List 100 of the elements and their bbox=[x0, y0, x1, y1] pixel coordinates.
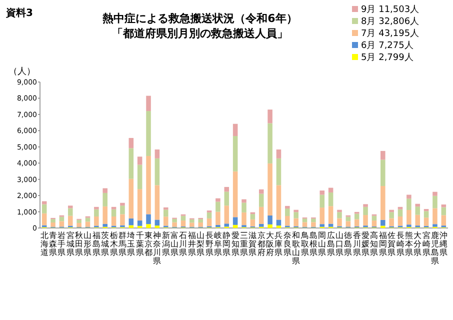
bar bbox=[154, 158, 160, 186]
bar bbox=[76, 222, 82, 228]
legend-label: 6月 7,275人 bbox=[361, 40, 414, 51]
x-tick-label: 新潟県 bbox=[162, 231, 170, 257]
bar bbox=[302, 218, 308, 222]
bar bbox=[311, 222, 316, 227]
bar bbox=[380, 186, 386, 220]
bar bbox=[102, 224, 108, 227]
x-tick-label: 福島県 bbox=[92, 231, 100, 257]
bar bbox=[232, 124, 238, 136]
bar bbox=[198, 219, 203, 222]
legend-label: 8月 32,806人 bbox=[361, 16, 420, 27]
bar bbox=[441, 215, 446, 226]
bar bbox=[320, 190, 325, 195]
x-tick-label: 鳥取県 bbox=[300, 231, 309, 257]
bar bbox=[424, 211, 429, 218]
x-tick-label: 石川県 bbox=[179, 231, 188, 257]
x-tick-label: 福岡県 bbox=[378, 231, 387, 257]
bar bbox=[441, 207, 446, 216]
bar bbox=[276, 149, 282, 158]
bar bbox=[111, 209, 116, 216]
bar bbox=[398, 216, 403, 226]
x-tick-label: 愛知県 bbox=[231, 231, 240, 257]
bar bbox=[146, 224, 151, 228]
bar bbox=[242, 212, 246, 226]
bar bbox=[268, 123, 272, 164]
bar bbox=[432, 192, 438, 196]
bar bbox=[42, 213, 47, 226]
x-tick-label: 千葉県 bbox=[136, 231, 144, 257]
bar bbox=[294, 212, 298, 218]
bar bbox=[216, 224, 220, 228]
bar bbox=[163, 210, 168, 217]
x-tick-label: 京都府 bbox=[257, 231, 266, 257]
bar bbox=[328, 224, 334, 227]
bar bbox=[268, 110, 272, 124]
y-axis-title: （人） bbox=[8, 66, 36, 77]
bar bbox=[59, 221, 64, 227]
legend-label: 5月 2,799人 bbox=[361, 52, 414, 63]
bar bbox=[102, 192, 108, 206]
bar bbox=[216, 202, 220, 212]
x-tick-label: 静岡県 bbox=[222, 231, 231, 257]
bar bbox=[294, 218, 298, 226]
x-tick-label: 広島県 bbox=[326, 231, 335, 257]
bar bbox=[398, 209, 403, 216]
bar bbox=[154, 149, 160, 158]
bar bbox=[42, 201, 47, 204]
x-tick-label: 富山県 bbox=[170, 231, 179, 257]
bar bbox=[258, 206, 264, 224]
bar bbox=[42, 204, 47, 214]
x-tick-label: 鹿児島県 bbox=[430, 231, 439, 266]
bar bbox=[320, 208, 325, 224]
bar bbox=[50, 219, 56, 222]
bar bbox=[76, 220, 82, 223]
bar bbox=[294, 210, 298, 212]
bar bbox=[406, 198, 412, 210]
bar bbox=[154, 185, 160, 220]
bar bbox=[50, 222, 56, 227]
bar bbox=[363, 215, 368, 226]
x-tick-label: 岩手県 bbox=[58, 231, 66, 257]
bar bbox=[146, 96, 151, 112]
x-tick-label: 青森県 bbox=[49, 231, 58, 257]
bar bbox=[250, 219, 256, 226]
x-tick-label: 岡山県 bbox=[318, 231, 326, 257]
bar bbox=[285, 206, 290, 209]
bar bbox=[137, 156, 142, 165]
bar bbox=[137, 220, 142, 226]
bar bbox=[363, 204, 368, 207]
bar bbox=[415, 206, 420, 215]
bar bbox=[102, 206, 108, 224]
bar bbox=[276, 220, 282, 226]
text: 資料3 bbox=[5, 7, 33, 19]
bar bbox=[94, 216, 99, 226]
bar bbox=[242, 199, 246, 203]
bar bbox=[68, 206, 73, 208]
x-tick-label: 長野県 bbox=[205, 231, 214, 257]
bar bbox=[68, 216, 73, 226]
bar bbox=[424, 218, 429, 226]
x-tick-label: 奈良県 bbox=[283, 231, 292, 257]
bar bbox=[415, 204, 420, 207]
bar bbox=[85, 222, 90, 227]
x-tick-label: 東京都 bbox=[144, 231, 153, 257]
bar bbox=[190, 222, 194, 227]
bar bbox=[111, 206, 116, 210]
bar bbox=[258, 189, 264, 194]
bar bbox=[94, 209, 99, 216]
bar bbox=[128, 225, 134, 228]
bar bbox=[285, 208, 290, 216]
bar bbox=[250, 214, 256, 220]
chart-title: 熱中症による救急搬送状況（令和6年） bbox=[102, 12, 298, 25]
bar bbox=[242, 202, 246, 212]
bar bbox=[320, 194, 325, 208]
x-tick-label: 熊本県 bbox=[404, 231, 413, 257]
x-tick-label: 岐阜県 bbox=[214, 231, 222, 257]
x-tick-label: 大阪府 bbox=[266, 231, 274, 257]
bar bbox=[389, 218, 394, 226]
bar bbox=[380, 220, 386, 226]
bar bbox=[180, 220, 186, 227]
bar bbox=[172, 222, 177, 227]
x-tick-label: 群馬県 bbox=[117, 231, 126, 257]
x-tick-label: 沖縄県 bbox=[438, 231, 448, 257]
